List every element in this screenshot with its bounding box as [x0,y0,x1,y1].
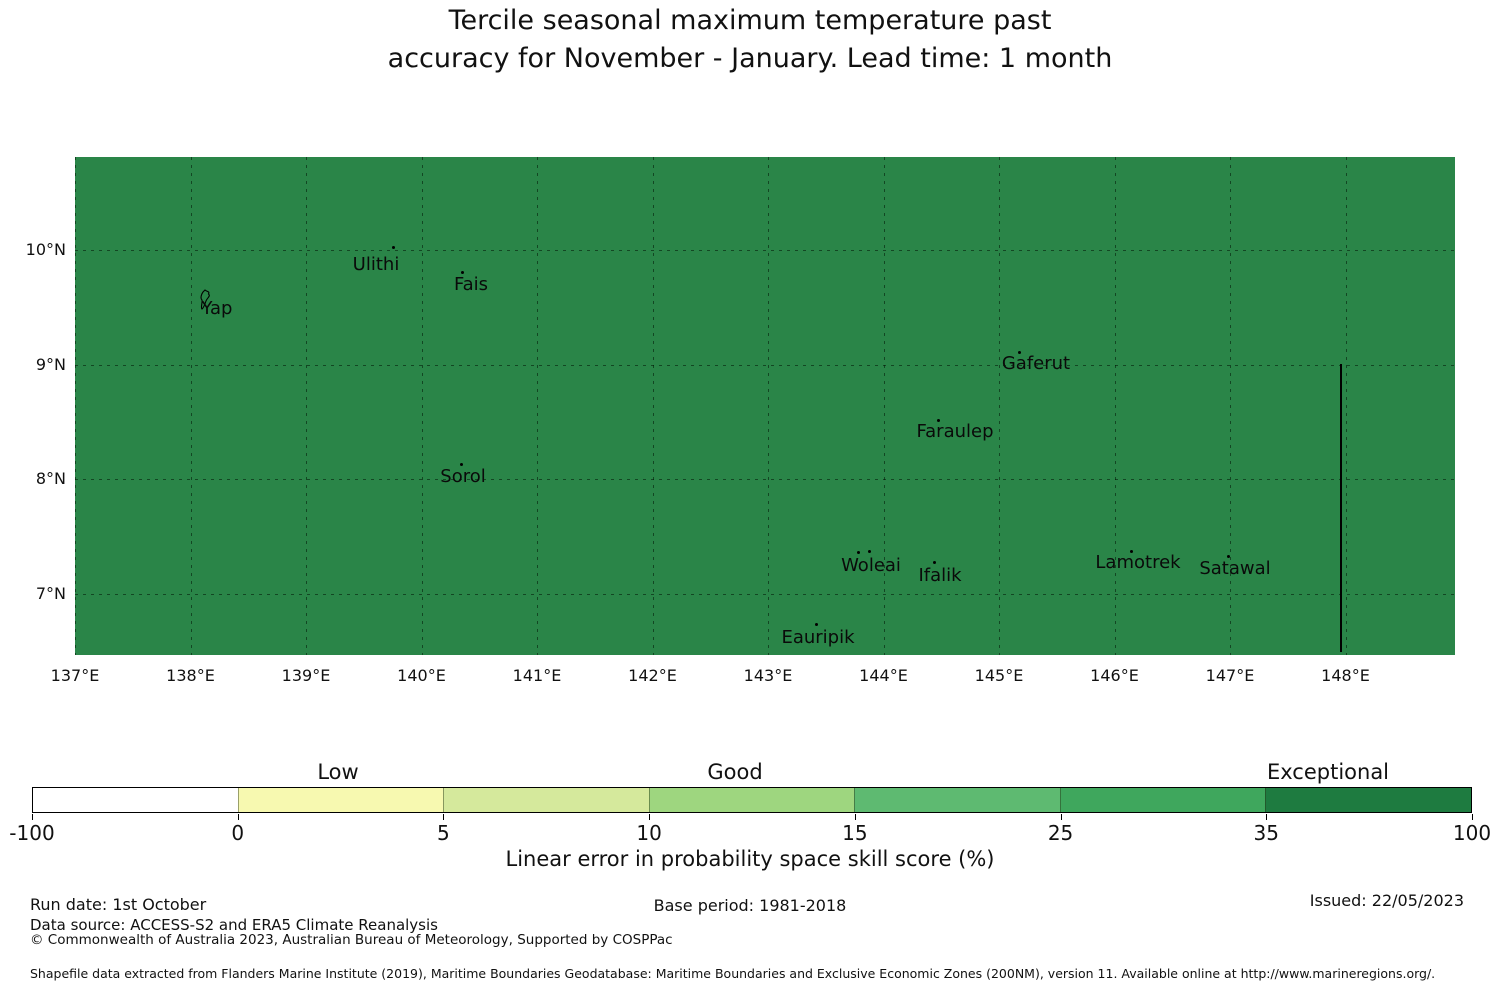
longitude-gridline [883,157,885,655]
x-axis-tick-label: 142°E [628,666,677,685]
colorbar-axis-label: Linear error in probability space skill … [505,847,995,871]
x-axis-tick-label: 143°E [743,666,793,685]
colorbar-tick-label: 35 [1253,821,1279,845]
eez-boundary-line [1340,364,1342,652]
x-axis-tick-label: 137°E [50,666,100,685]
x-axis-tick-label: 138°E [166,666,215,685]
colorbar-segment [237,788,444,812]
colorbar-tick [32,814,33,820]
colorbar-tick-label: 5 [437,821,450,845]
colorbar-tick [1266,814,1268,820]
colorbar-category-label: Exceptional [1266,760,1390,784]
x-axis-tick-label: 139°E [281,666,331,685]
colorbar-tick [443,814,445,820]
colorbar-tick [1060,814,1062,820]
island-label-gaferut: Gaferut [1001,353,1071,374]
x-axis-tick-label: 146°E [1090,666,1139,685]
island-dot [936,418,940,422]
longitude-gridline [1114,157,1116,655]
island-label-eauripik: Eauripik [781,627,855,648]
island-dot [459,462,463,466]
colorbar-tick-label: 0 [231,821,245,845]
colorbar-segment [854,788,1060,812]
longitude-gridline [768,157,769,655]
colorbar-tick-label: 10 [636,821,662,845]
x-axis-tick-label: 148°E [1321,666,1370,685]
island-dot [1129,549,1133,553]
y-axis-tick-label: 8°N [35,469,66,488]
y-axis-tick-label: 10°N [25,240,66,259]
longitude-gridline [421,157,423,655]
island-dot [391,245,395,249]
longitude-gridline [999,157,1000,655]
island-label-fais: Fais [453,274,489,295]
island-label-woleai: Woleai [841,555,901,576]
x-axis-tick-label: 141°E [512,666,562,685]
colorbar-tick-label: -100 [9,821,55,845]
colorbar-tick [854,814,856,820]
x-axis-tick-label: 147°E [1205,666,1255,685]
colorbar-tick [649,814,651,820]
y-axis-tick-label: 7°N [35,583,66,603]
colorbar-segment [1059,788,1266,812]
colorbar-tick-label: 15 [842,821,868,845]
colorbar-segment [648,788,855,812]
colorbar-category-label: Good [707,760,763,784]
colorbar-tick-label: 100 [1452,821,1492,845]
longitude-gridline [1230,157,1231,655]
run-date-text: Run date: 1st October [30,895,207,914]
island-label-ifalik: Ifalik [918,565,962,586]
island-dot [814,622,818,626]
island-label-lamotrek: Lamotrek [1095,552,1181,573]
colorbar-segment [1265,788,1472,812]
island-label-faraulep: Faraulep [916,421,994,442]
x-axis-tick-label: 145°E [974,666,1024,685]
island-label-sorol: Sorol [440,466,486,487]
map-canvas: Yap Ulithi Fais Sorol Gaferut Faraulep Woleai I… [75,157,1455,655]
page-title-line2: accuracy for November - January. Lead ti… [387,43,1113,74]
colorbar-tick-label: 25 [1047,821,1074,845]
longitude-gridline [652,157,654,655]
data-source-text: Data source: ACCESS-S2 and ERA5 Climate … [30,916,438,934]
island-dot [856,550,860,554]
latitude-gridline [75,364,1455,366]
island-dot [1226,554,1230,558]
copyright-text: © Commonwealth of Australia 2023, Austra… [30,932,673,948]
yap-island-outline-icon [197,289,213,311]
x-axis-tick-label: 144°E [859,666,908,685]
island-label-ulithi: Ulithi [352,254,400,275]
longitude-gridline [537,157,538,655]
colorbar-tick [237,814,239,820]
issued-date-text: Issued: 22/05/2023 [1309,891,1464,910]
island-dot [932,560,936,564]
longitude-gridline [75,157,76,655]
shapefile-note-text: Shapefile data extracted from Flanders M… [30,966,1436,981]
base-period-text: Base period: 1981-2018 [653,896,847,915]
latitude-gridline [75,250,1455,251]
page-title: Tercile seasonal maximum temperature pas… [448,5,1052,36]
longitude-gridline [190,157,192,655]
longitude-gridline [1345,157,1347,655]
y-axis-tick-label: 9°N [35,354,66,374]
latitude-gridline [75,479,1455,480]
island-dot [867,549,871,553]
latitude-gridline [75,593,1455,595]
island-dot [1017,350,1021,354]
island-dot [460,270,464,274]
island-label-satawal: Satawal [1199,558,1271,579]
colorbar-segment [33,788,238,812]
colorbar-tick [1472,814,1473,820]
colorbar [32,787,1472,813]
colorbar-category-label: Low [317,760,359,784]
longitude-gridline [306,157,307,655]
island-label-yap: Yap [201,298,233,319]
colorbar-segment [443,788,649,812]
x-axis-tick-label: 140°E [397,666,446,685]
